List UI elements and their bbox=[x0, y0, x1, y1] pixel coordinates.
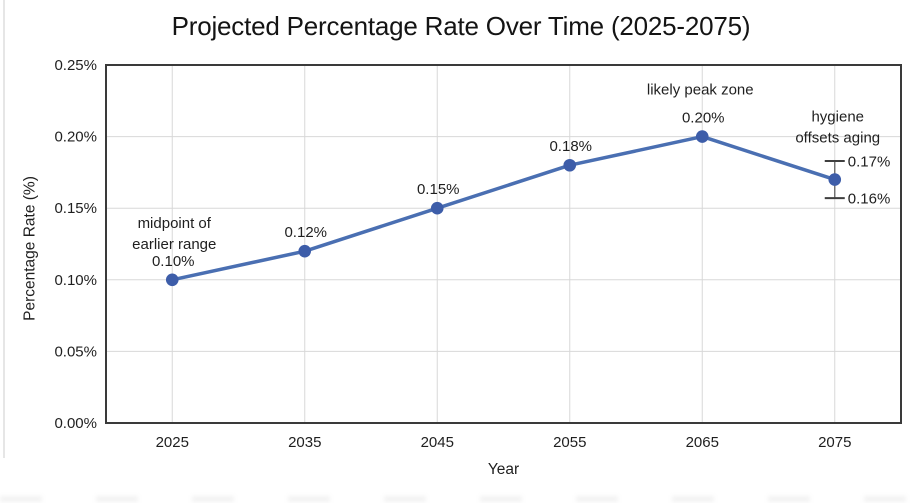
x-tick-label: 2055 bbox=[553, 434, 586, 451]
plot-border bbox=[105, 64, 902, 424]
x-tick-label: 2045 bbox=[421, 434, 454, 451]
data-point-marker bbox=[563, 158, 577, 172]
screenshot-edge-artifact bbox=[3, 0, 5, 458]
data-point-label: 0.18% bbox=[549, 138, 592, 155]
data-point-marker bbox=[695, 130, 709, 143]
y-tick-label: 0.25% bbox=[54, 57, 97, 74]
x-tick-label: 2075 bbox=[818, 434, 851, 451]
data-point-marker bbox=[828, 173, 842, 186]
data-point-label: 0.12% bbox=[284, 224, 327, 241]
series-line bbox=[170, 134, 837, 282]
annotation-text: earlier range bbox=[132, 236, 216, 253]
data-point-marker bbox=[165, 273, 179, 287]
annotation-text: hygiene bbox=[811, 109, 864, 126]
y-tick-label: 0.10% bbox=[54, 272, 97, 289]
data-point-label: 0.20% bbox=[682, 110, 725, 127]
annotation-text: likely peak zone bbox=[647, 82, 754, 99]
bottom-crop-artifact bbox=[0, 496, 922, 502]
y-tick-label: 0.20% bbox=[54, 129, 97, 146]
data-point-marker bbox=[430, 201, 444, 215]
x-tick-label: 2035 bbox=[288, 434, 321, 451]
error-bar-upper-label: 0.17% bbox=[848, 153, 891, 170]
y-tick-label: 0.05% bbox=[54, 343, 97, 360]
x-tick-label: 2025 bbox=[156, 434, 189, 451]
error-bar-lower-label: 0.16% bbox=[848, 191, 891, 208]
data-point-marker bbox=[298, 244, 312, 258]
x-axis-title: Year bbox=[487, 461, 520, 478]
x-tick-label: 2065 bbox=[686, 434, 719, 451]
data-point-label: 0.10% bbox=[152, 253, 195, 270]
annotation-text: offsets aging bbox=[795, 130, 880, 147]
annotation-text: midpoint of bbox=[138, 215, 212, 232]
y-tick-label: 0.15% bbox=[54, 200, 97, 217]
data-point-label: 0.15% bbox=[417, 181, 460, 198]
chart-title: Projected Percentage Rate Over Time (202… bbox=[171, 11, 751, 41]
y-tick-label: 0.00% bbox=[54, 415, 97, 432]
